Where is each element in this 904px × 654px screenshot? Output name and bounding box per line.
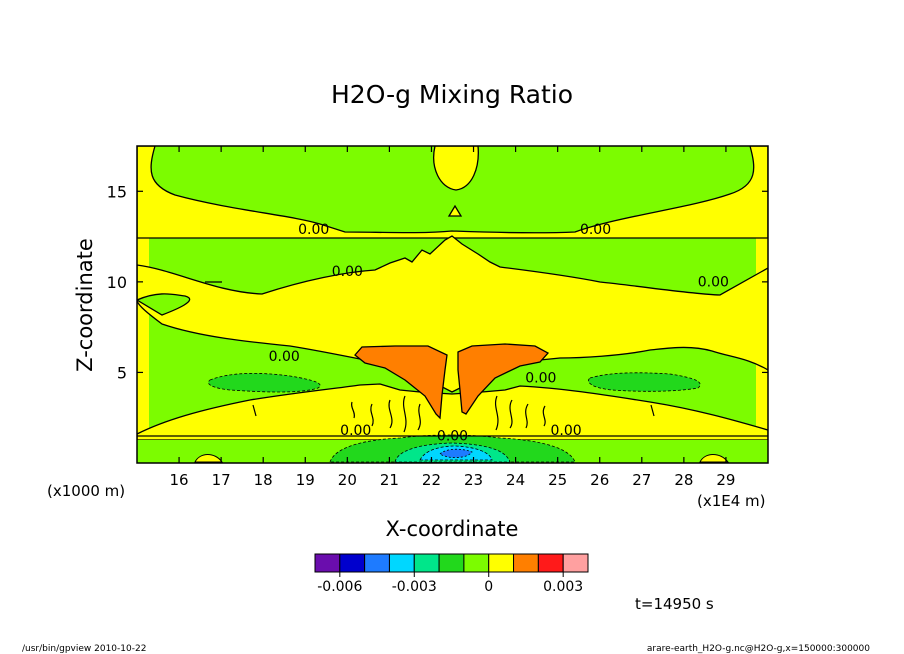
x-tick-label: 22 <box>422 471 441 489</box>
colorbar-label: 0 <box>484 579 493 595</box>
colorbar-swatch <box>339 553 366 573</box>
x-tick-label: 18 <box>254 471 273 489</box>
bottom-left-yellow-lens <box>194 454 223 463</box>
colorbar-swatch <box>438 553 465 573</box>
contour-label: 0.00 <box>340 423 371 439</box>
y-tick-label: 15 <box>107 182 127 201</box>
x-tick-label: 20 <box>338 471 357 489</box>
z-unit-note: (x1000 m) <box>47 482 125 500</box>
chart-title: H2O-g Mixing Ratio <box>331 80 573 109</box>
contour-label: 0.00 <box>698 275 729 291</box>
contour-label: 0.00 <box>332 264 363 280</box>
time-label: t=14950 s <box>635 595 714 613</box>
colorbar-swatch <box>513 553 539 573</box>
plot-frame <box>136 145 769 464</box>
x-tick-label: 29 <box>716 471 735 489</box>
footer-right: arare-earth_H2O-g.nc@H2O-g,x=150000:3000… <box>647 644 870 654</box>
x-tick-label: 24 <box>506 471 525 489</box>
plot-area <box>137 146 768 463</box>
surface-blue-core <box>439 448 473 458</box>
y-axis-label: Z-coordinate <box>73 238 97 372</box>
x-tick-label: 23 <box>464 471 483 489</box>
main-yellow-mass <box>137 235 768 393</box>
contour-label: 0.00 <box>550 423 581 439</box>
top-center-yellow-blob <box>433 146 479 191</box>
colorbar-label: -0.006 <box>317 579 362 595</box>
y-tick-label: 10 <box>107 273 127 292</box>
convective-cell-contours <box>137 281 768 437</box>
x-tick-label: 25 <box>548 471 567 489</box>
contour-labels: 0.00 0.00 0.00 0.00 0.00 0.00 0.00 0.00 0.00 <box>269 222 729 445</box>
colorbar-swatch <box>314 553 341 573</box>
x-tick-label: 17 <box>212 471 231 489</box>
bottom-right-yellow-lens <box>699 454 730 463</box>
colorbar-label: 0.003 <box>543 579 583 595</box>
colorbar-label: -0.003 <box>392 579 437 595</box>
x-tick-label: 28 <box>674 471 693 489</box>
footer-left: /usr/bin/gpview 2010-10-22 <box>22 644 146 654</box>
colorbar <box>314 553 589 573</box>
contour-label: 0.00 <box>580 222 611 238</box>
colorbar-swatch <box>463 553 490 573</box>
x-unit-note: (x1E4 m) <box>697 492 766 510</box>
left-orange-plume <box>354 345 448 420</box>
x-tick-label: 27 <box>632 471 651 489</box>
contour-label: 0.00 <box>269 349 300 365</box>
right-green-patch <box>588 372 701 392</box>
upper-yellow-band <box>137 146 768 239</box>
x-axis-ticks: 16 17 18 19 20 21 22 23 24 25 26 27 28 29 <box>170 146 735 489</box>
x-tick-label: 19 <box>296 471 315 489</box>
right-orange-plume <box>457 343 550 415</box>
x-tick-label: 16 <box>170 471 189 489</box>
small-triangle-contour <box>447 204 463 217</box>
y-tick-label: 5 <box>117 363 127 382</box>
colorbar-swatch <box>388 553 415 573</box>
colorbar-swatch <box>537 553 564 573</box>
x-tick-label: 26 <box>590 471 609 489</box>
colorbar-swatch <box>488 553 515 573</box>
x-axis-label: X-coordinate <box>386 517 519 541</box>
contour-label: 0.00 <box>437 429 468 445</box>
left-green-patch <box>208 372 321 393</box>
colorbar-labels: -0.006 -0.003 0 0.003 <box>317 572 583 595</box>
upper-left-green-lens <box>137 293 191 316</box>
contour-label: 0.00 <box>298 222 329 238</box>
x-tick-label: 21 <box>380 471 399 489</box>
colorbar-swatch <box>364 553 390 573</box>
colorbar-swatch <box>562 553 589 573</box>
colorbar-swatch <box>413 553 440 573</box>
y-axis-ticks: 5 10 15 <box>107 182 768 382</box>
contour-label: 0.00 <box>525 371 556 387</box>
